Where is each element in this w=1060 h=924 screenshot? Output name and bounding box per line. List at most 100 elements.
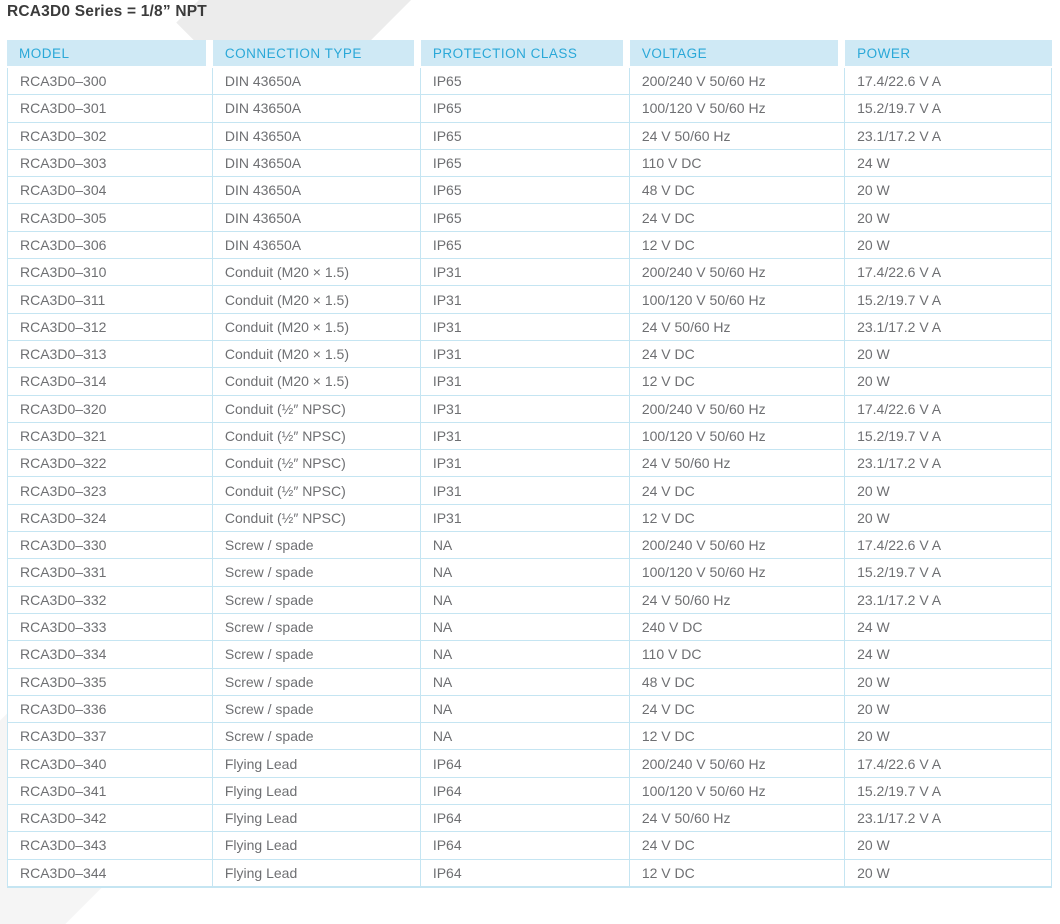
table-row: RCA3D0–323 Conduit (½″ NPSC) IP31 24 V DC 20… [7, 477, 1052, 505]
column-header-voltage: VOLTAGE [629, 40, 846, 68]
table-row: RCA3D0–301 DIN 43650A IP65 100/120 V 50/60 … [7, 95, 1052, 123]
table-row: RCA3D0–335 Screw / spade NA 48 V DC 20 W [7, 668, 1052, 696]
cell-voltage: 24 V 50/60 Hz [629, 313, 846, 341]
cell-model: RCA3D0–314 [7, 368, 213, 396]
cell-connection-type: Conduit (½″ NPSC) [212, 504, 421, 533]
cell-power: 17.4/22.6 V A [845, 750, 1052, 778]
cell-voltage: 24 V DC [629, 477, 846, 505]
cell-power: 23.1/17.2 V A [845, 805, 1052, 833]
cell-model: RCA3D0–323 [7, 477, 213, 505]
cell-power: 23.1/17.2 V A [845, 586, 1052, 614]
cell-power: 17.4/22.6 V A [845, 395, 1052, 423]
table-row: RCA3D0–343 Flying Lead IP64 24 V DC 20 W [7, 832, 1052, 860]
cell-connection-type: Flying Lead [212, 859, 421, 887]
table-row: RCA3D0–336 Screw / spade NA 24 V DC 20 W [7, 695, 1052, 724]
cell-protection-class: IP65 [420, 149, 630, 178]
cell-protection-class: IP31 [420, 422, 630, 451]
cell-model: RCA3D0–324 [7, 504, 213, 533]
cell-voltage: 24 V 50/60 Hz [629, 805, 846, 833]
cell-voltage: 100/120 V 50/60 Hz [629, 777, 846, 806]
cell-protection-class: IP64 [420, 859, 630, 887]
cell-voltage: 200/240 V 50/60 Hz [629, 259, 846, 287]
table-row: RCA3D0–322 Conduit (½″ NPSC) IP31 24 V 50/6… [7, 450, 1052, 478]
cell-protection-class: IP65 [420, 68, 630, 96]
table-row: RCA3D0–303 DIN 43650A IP65 110 V DC 24 W [7, 149, 1052, 178]
cell-connection-type: Flying Lead [212, 805, 421, 833]
cell-voltage: 12 V DC [629, 231, 846, 260]
cell-model: RCA3D0–336 [7, 695, 213, 724]
cell-power: 15.2/19.7 V A [845, 422, 1052, 451]
cell-connection-type: Conduit (½″ NPSC) [212, 477, 421, 505]
cell-model: RCA3D0–305 [7, 204, 213, 232]
cell-protection-class: NA [420, 586, 630, 614]
table-row: RCA3D0–305 DIN 43650A IP65 24 V DC 20 W [7, 204, 1052, 232]
cell-protection-class: IP31 [420, 477, 630, 505]
cell-protection-class: NA [420, 723, 630, 751]
cell-protection-class: IP31 [420, 259, 630, 287]
cell-model: RCA3D0–310 [7, 259, 213, 287]
cell-connection-type: Screw / spade [212, 613, 421, 642]
cell-protection-class: NA [420, 559, 630, 587]
cell-voltage: 24 V 50/60 Hz [629, 586, 846, 614]
cell-voltage: 110 V DC [629, 641, 846, 669]
cell-voltage: 48 V DC [629, 177, 846, 205]
cell-power: 20 W [845, 231, 1052, 260]
column-header-power: POWER [845, 40, 1052, 68]
cell-power: 23.1/17.2 V A [845, 122, 1052, 150]
cell-model: RCA3D0–340 [7, 750, 213, 778]
cell-power: 20 W [845, 177, 1052, 205]
cell-connection-type: DIN 43650A [212, 149, 421, 178]
cell-connection-type: Screw / spade [212, 586, 421, 614]
cell-model: RCA3D0–335 [7, 668, 213, 696]
cell-voltage: 200/240 V 50/60 Hz [629, 68, 846, 96]
cell-connection-type: Screw / spade [212, 532, 421, 560]
table-row: RCA3D0–334 Screw / spade NA 110 V DC 24 W [7, 641, 1052, 669]
table-row: RCA3D0–332 Screw / spade NA 24 V 50/60 Hz 23… [7, 586, 1052, 614]
table-row: RCA3D0–313 Conduit (M20 × 1.5) IP31 24 V DC… [7, 340, 1052, 369]
cell-connection-type: Flying Lead [212, 832, 421, 860]
table-row: RCA3D0–312 Conduit (M20 × 1.5) IP31 24 V 50… [7, 313, 1052, 341]
cell-voltage: 200/240 V 50/60 Hz [629, 532, 846, 560]
cell-voltage: 24 V DC [629, 832, 846, 860]
page-title: RCA3D0 Series = 1/8” NPT [7, 3, 207, 20]
cell-voltage: 240 V DC [629, 613, 846, 642]
cell-protection-class: NA [420, 613, 630, 642]
cell-protection-class: IP31 [420, 286, 630, 314]
table-row: RCA3D0–311 Conduit (M20 × 1.5) IP31 100/120… [7, 286, 1052, 314]
table-body: RCA3D0–300 DIN 43650A IP65 200/240 V 50/60 … [7, 68, 1052, 887]
cell-protection-class: IP31 [420, 450, 630, 478]
cell-voltage: 110 V DC [629, 149, 846, 178]
cell-protection-class: IP65 [420, 204, 630, 232]
cell-model: RCA3D0–322 [7, 450, 213, 478]
cell-voltage: 24 V 50/60 Hz [629, 450, 846, 478]
cell-connection-type: DIN 43650A [212, 204, 421, 232]
column-header-model: MODEL [7, 40, 213, 68]
spec-table: MODEL CONNECTION TYPE PROTECTION CLASS VOLT… [7, 40, 1052, 888]
cell-voltage: 12 V DC [629, 859, 846, 887]
cell-protection-class: NA [420, 532, 630, 560]
cell-connection-type: DIN 43650A [212, 177, 421, 205]
cell-protection-class: NA [420, 695, 630, 724]
table-row: RCA3D0–310 Conduit (M20 × 1.5) IP31 200/240… [7, 259, 1052, 287]
cell-power: 20 W [845, 723, 1052, 751]
cell-voltage: 24 V DC [629, 204, 846, 232]
cell-voltage: 24 V DC [629, 695, 846, 724]
cell-power: 20 W [845, 832, 1052, 860]
cell-model: RCA3D0–321 [7, 422, 213, 451]
cell-voltage: 24 V 50/60 Hz [629, 122, 846, 150]
cell-voltage: 200/240 V 50/60 Hz [629, 395, 846, 423]
cell-power: 24 W [845, 641, 1052, 669]
cell-voltage: 100/120 V 50/60 Hz [629, 559, 846, 587]
cell-voltage: 12 V DC [629, 368, 846, 396]
cell-connection-type: Screw / spade [212, 559, 421, 587]
cell-connection-type: Conduit (M20 × 1.5) [212, 259, 421, 287]
cell-power: 15.2/19.7 V A [845, 286, 1052, 314]
cell-model: RCA3D0–330 [7, 532, 213, 560]
cell-voltage: 12 V DC [629, 723, 846, 751]
cell-power: 20 W [845, 204, 1052, 232]
cell-model: RCA3D0–331 [7, 559, 213, 587]
column-header-connection-type: CONNECTION TYPE [212, 40, 421, 68]
cell-model: RCA3D0–302 [7, 122, 213, 150]
table-row: RCA3D0–314 Conduit (M20 × 1.5) IP31 12 V DC… [7, 368, 1052, 396]
